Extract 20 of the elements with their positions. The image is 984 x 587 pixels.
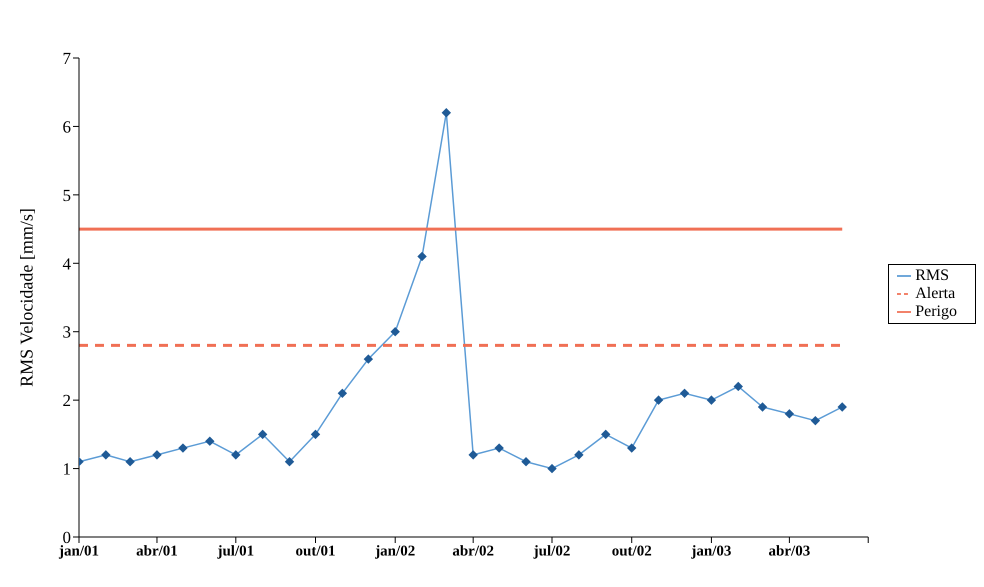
y-tick-label: 2 [62, 391, 71, 410]
y-tick-label: 1 [62, 460, 71, 479]
x-tick-label: out/02 [612, 544, 652, 560]
x-tick-label: jul/01 [216, 544, 254, 560]
y-axis-title: RMS Velocidade [mm/s] [16, 208, 36, 387]
x-tick-label: abr/02 [452, 544, 494, 560]
x-tick-label: abr/03 [768, 544, 810, 560]
y-tick-label: 6 [62, 117, 71, 136]
y-tick-label: 3 [62, 322, 71, 342]
x-tick-label: jan/02 [374, 544, 416, 560]
x-tick-label: jul/02 [532, 544, 570, 560]
x-tick-label: out/01 [296, 544, 336, 560]
x-tick-label: abr/01 [136, 544, 178, 560]
y-tick-label: 7 [62, 49, 72, 68]
y-tick-label: 4 [62, 254, 72, 274]
y-tick-label: 5 [62, 186, 71, 205]
legend-label: Perigo [915, 302, 957, 320]
legend-label: RMS [915, 266, 950, 284]
x-tick-label: jan/03 [690, 544, 732, 560]
legend-label: Alerta [915, 284, 956, 302]
